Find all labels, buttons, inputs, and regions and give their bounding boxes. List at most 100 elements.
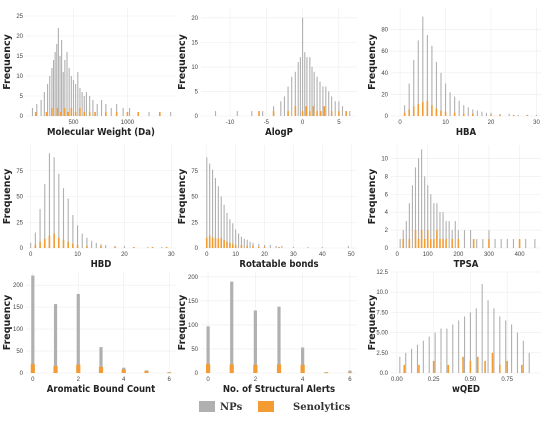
y-tick-label: 50 <box>191 195 198 201</box>
histogram-bar <box>338 101 340 116</box>
y-tick-label: 0 <box>20 114 24 120</box>
histogram-bar <box>214 177 216 248</box>
legend-label-senolytics: Senolytics <box>293 402 351 413</box>
histogram-bar <box>328 91 330 116</box>
histogram-bar <box>58 173 60 248</box>
y-tick-label: 0 <box>385 114 389 120</box>
histogram-bar <box>246 239 248 248</box>
histogram-bar <box>508 113 510 116</box>
histogram-bar <box>148 112 150 116</box>
histogram-bar <box>469 312 471 373</box>
histogram-bar <box>76 244 79 248</box>
histogram-bar <box>446 328 448 373</box>
histogram-bar <box>81 92 83 116</box>
histogram-bar <box>417 104 420 116</box>
histogram-bar <box>447 364 450 373</box>
y-tick-label: 25 <box>191 220 198 226</box>
y-tick-label: 15 <box>16 54 23 60</box>
histogram-bar <box>94 112 96 116</box>
histogram-bar <box>434 332 436 373</box>
histogram-bar <box>297 62 299 116</box>
y-tick-label: 8 <box>385 174 389 180</box>
histogram-bar <box>81 233 83 248</box>
x-tick-label: 4 <box>122 377 126 383</box>
histogram-bar <box>312 106 315 116</box>
histogram-bar <box>34 112 37 116</box>
histogram-panel: 0 20 40 60 80 0 10 20 30 HBA Frequency <box>367 8 541 138</box>
histogram-bar <box>345 111 347 116</box>
x-tick-label: 0.75 <box>501 377 513 383</box>
histogram-bar <box>53 304 58 373</box>
histogram-bar <box>428 336 430 373</box>
histogram-panel: 0.0 2.50 5.00 7.50 10.0 12.5 0.00 0.25 0.50 0.75 w… <box>367 270 541 395</box>
histogram-bar <box>276 364 282 373</box>
histogram-bar <box>283 96 285 116</box>
histogram-panel: 0 50 100 150 200 0 2 4 6 No. of Structural Alerts… <box>177 272 357 395</box>
histogram-bar <box>319 81 321 116</box>
histogram-bar <box>83 96 85 116</box>
histogram-bar <box>234 244 237 248</box>
histogram-bar <box>412 106 415 116</box>
y-tick-label: 4 <box>385 210 389 216</box>
histogram-bar <box>53 157 55 248</box>
y-tick-label: 100 <box>13 327 24 333</box>
histogram-bar <box>206 157 208 248</box>
histogram-bar <box>416 344 419 373</box>
histogram-bar <box>122 108 124 116</box>
histogram-bar <box>435 108 438 116</box>
histogram-bar <box>40 100 42 116</box>
histogram-bar <box>294 106 297 116</box>
histogram-bar <box>64 108 66 116</box>
histogram-bar <box>211 237 214 248</box>
histogram-bar <box>31 108 34 116</box>
y-tick-label: 50 <box>16 349 23 355</box>
histogram-bar <box>280 101 282 116</box>
histogram-bar <box>413 59 415 116</box>
histogram-bar <box>236 111 238 116</box>
x-axis-label: Aromatic Bound Count <box>47 384 155 395</box>
legend-swatch-nps <box>199 401 215 412</box>
histogram-bar <box>417 239 420 248</box>
histogram-bar <box>70 108 73 116</box>
y-tick-label: 0 <box>20 371 24 377</box>
histogram-bar <box>512 114 515 116</box>
histogram-bar <box>61 40 63 116</box>
histogram-bar <box>301 347 305 373</box>
y-tick-label: 5 <box>195 89 199 95</box>
histogram-bar <box>209 163 211 248</box>
histogram-bar <box>167 372 172 374</box>
histogram-bar <box>449 92 451 116</box>
histogram-bar <box>30 364 35 373</box>
x-tick-label: 100 <box>423 252 434 258</box>
histogram-bar <box>47 84 49 116</box>
histogram-bar <box>491 352 494 373</box>
histogram-panel: 0 25 50 75 0 10 20 30 HBD Frequency <box>2 145 176 270</box>
histogram-bar <box>229 219 231 248</box>
histogram-bar <box>91 240 93 248</box>
histogram-bar <box>309 57 311 116</box>
histogram-bar <box>253 364 258 373</box>
histogram-bar <box>411 185 413 248</box>
histogram-bar <box>70 76 72 116</box>
histogram-bar <box>323 106 326 116</box>
histogram-bar <box>442 239 444 248</box>
histogram-bar <box>440 110 442 116</box>
histogram-bar <box>126 112 129 116</box>
x-tick-label: 2 <box>77 377 81 383</box>
histogram-bar <box>334 101 336 116</box>
histogram-bar <box>452 324 454 373</box>
histogram-bar <box>223 239 225 248</box>
histogram-bar <box>499 364 501 373</box>
histogram-bar <box>338 111 340 116</box>
histogram-bar <box>269 244 271 248</box>
histogram-bar <box>220 196 222 248</box>
histogram-bar <box>485 112 488 116</box>
x-axis-label: HBD <box>91 259 112 270</box>
histogram-bar <box>348 370 352 373</box>
histogram-bar <box>235 229 237 248</box>
y-tick-label: 10 <box>381 156 388 162</box>
histogram-bar <box>431 105 433 116</box>
histogram-bar <box>454 96 456 116</box>
y-axis-label: Frequency <box>2 33 13 89</box>
